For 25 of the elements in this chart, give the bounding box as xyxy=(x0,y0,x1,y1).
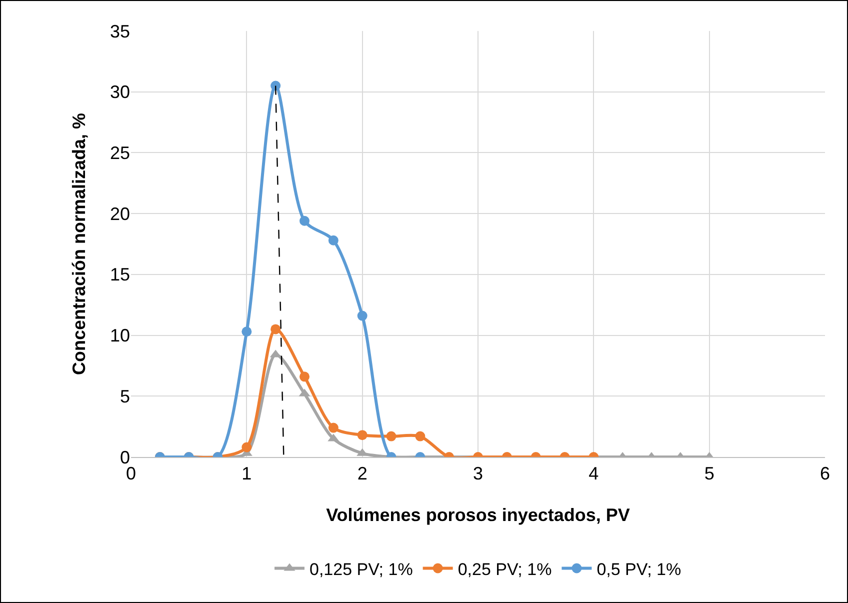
point xyxy=(242,326,252,337)
legend-label: 0,25 PV; 1% xyxy=(458,560,552,579)
y-tick-label: 10 xyxy=(110,326,130,346)
x-tick-label: 2 xyxy=(357,464,368,484)
y-axis-title: Concentración normalizada, % xyxy=(69,112,89,376)
y-tick-label: 25 xyxy=(110,143,130,164)
point xyxy=(300,372,310,382)
y-tick-label: 35 xyxy=(110,21,130,42)
y-tick-label: 0 xyxy=(120,447,130,468)
point xyxy=(328,235,338,246)
x-tick-label: 5 xyxy=(704,464,714,484)
x-tick-label: 4 xyxy=(588,464,599,484)
x-tick-label: 6 xyxy=(820,464,830,484)
y-tick-label: 20 xyxy=(110,204,130,224)
point xyxy=(270,324,281,334)
legend-label: 0,5 PV; 1% xyxy=(596,560,682,579)
y-tick-label: 5 xyxy=(120,386,130,406)
point xyxy=(300,216,310,226)
x-axis-title: Volúmenes porosos inyectados, PV xyxy=(326,505,630,525)
y-tick-label: 30 xyxy=(110,82,130,102)
legend-label: 0,125 PV; 1% xyxy=(310,560,413,579)
x-tick-label: 3 xyxy=(472,464,484,484)
y-tick-label: 15 xyxy=(110,264,130,285)
x-tick-label: 1 xyxy=(242,464,252,484)
point xyxy=(357,310,368,321)
